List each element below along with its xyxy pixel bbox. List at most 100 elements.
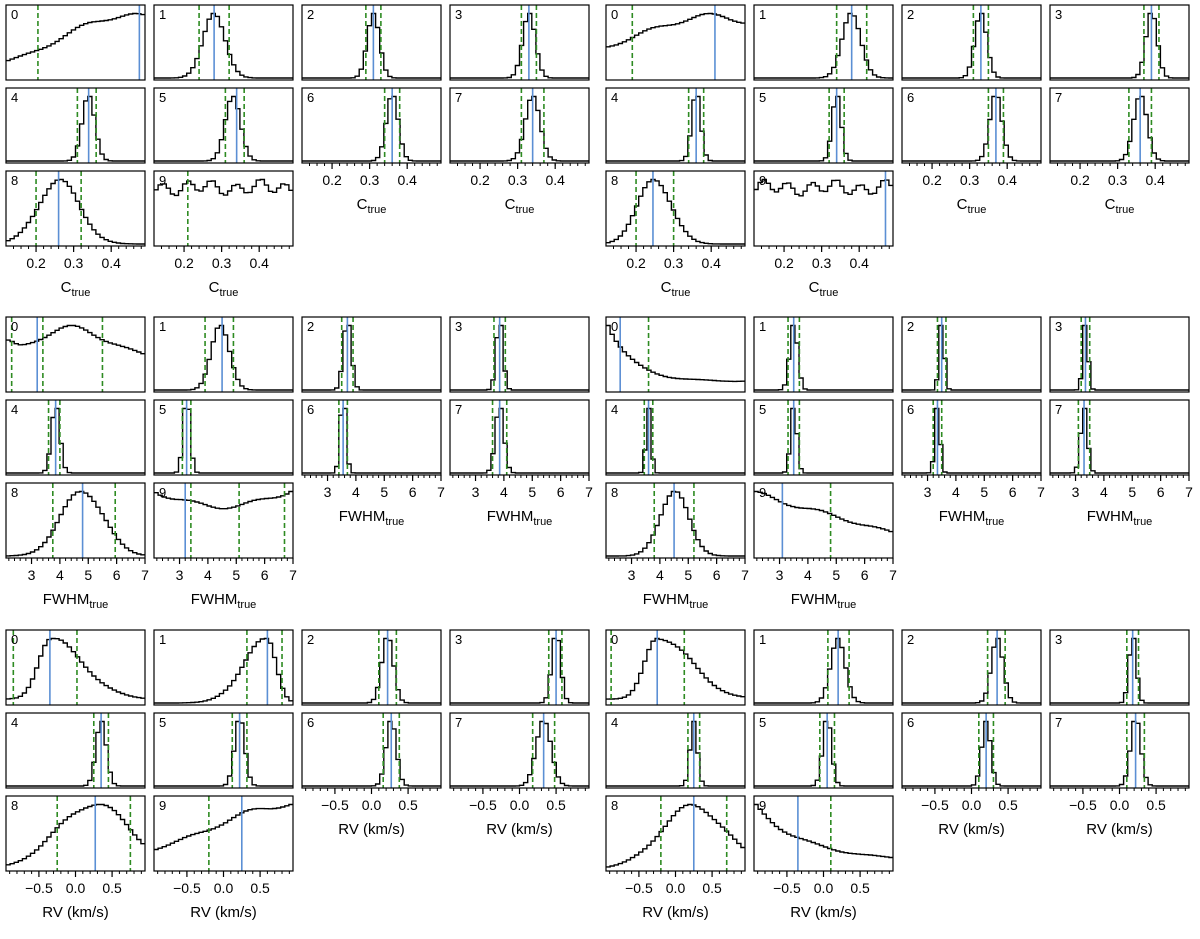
histogram-steps <box>754 407 893 474</box>
axis-label-subscript: true <box>89 599 108 611</box>
histogram-panel: 0 <box>5 629 146 706</box>
histogram-steps <box>450 324 589 391</box>
panel-label: 7 <box>455 715 462 730</box>
panel-label: 7 <box>455 402 462 417</box>
axis-label: RV (km/s) <box>190 904 256 921</box>
tick-label: 6 <box>1157 484 1165 500</box>
tick-label: 7 <box>1037 484 1045 500</box>
histogram-panel: 4 <box>605 87 746 164</box>
axis-label: Ctrue <box>809 279 839 299</box>
tick-label: 0.0 <box>962 797 982 813</box>
histogram-panel: 7 <box>449 399 590 476</box>
panel-label: 2 <box>307 7 314 22</box>
tick-label: 0.0 <box>214 880 234 896</box>
x-axis: 3 4 5 6 7 FWHMtrue <box>156 558 297 611</box>
tick-label: 0.4 <box>249 255 269 271</box>
axis-label: FWHMtrue <box>191 591 257 611</box>
panel-frame <box>301 399 442 476</box>
histogram-steps <box>606 803 745 868</box>
x-axis: 3 4 5 6 7 FWHMtrue <box>8 558 149 611</box>
tick-label: 0.3 <box>360 172 380 188</box>
histogram-steps <box>154 637 293 704</box>
histogram-steps <box>754 803 893 859</box>
panel-label: 3 <box>1055 7 1062 22</box>
x-axis: −0.5 0.0 0.5 RV (km/s) <box>1053 788 1186 838</box>
tick-label: 3 <box>628 567 636 583</box>
histogram-steps <box>154 720 293 787</box>
histogram-panel: 7 <box>449 712 590 789</box>
histogram-panel: 4 <box>605 399 746 476</box>
tick-label: 7 <box>585 484 593 500</box>
x-axis: −0.5 0.0 0.5 RV (km/s) <box>157 871 290 921</box>
tick-label: 0.5 <box>398 797 418 813</box>
panel-label: 3 <box>1055 632 1062 647</box>
panel-frame <box>753 4 894 81</box>
panel-label: 2 <box>907 7 914 22</box>
tick-label: 5 <box>1128 484 1136 500</box>
panel-frame <box>449 399 590 476</box>
tick-label: 0.4 <box>849 255 869 271</box>
panel-label: 1 <box>759 7 766 22</box>
panel-frame <box>5 629 146 706</box>
tick-label: 0.3 <box>212 255 232 271</box>
tick-label: 0.4 <box>101 255 121 271</box>
tick-label: 0.2 <box>322 172 342 188</box>
panel-label: 4 <box>611 90 618 105</box>
histogram-steps <box>606 95 745 162</box>
panel-label: 0 <box>11 632 18 647</box>
panel-frame <box>153 629 294 706</box>
tick-label: 4 <box>804 567 812 583</box>
histogram-steps <box>302 637 441 704</box>
histogram-panel: 3 <box>1049 629 1190 706</box>
tick-label: 5 <box>832 567 840 583</box>
histogram-steps <box>154 324 293 391</box>
panel-label: 5 <box>759 90 766 105</box>
tick-label: 3 <box>324 484 332 500</box>
panel-label: 2 <box>307 319 314 334</box>
histogram-steps <box>902 637 1041 704</box>
histogram-panel: 8 <box>5 482 146 559</box>
tick-label: 0.4 <box>701 255 721 271</box>
tick-label: 6 <box>1009 484 1017 500</box>
histogram-steps <box>902 720 1041 787</box>
x-axis: 3 4 5 6 7 FWHMtrue <box>608 558 749 611</box>
panel-frame <box>153 482 294 559</box>
axis-label: Ctrue <box>957 196 987 216</box>
axis-label-subscript: true <box>671 287 690 299</box>
histogram-panel: 7 <box>1049 712 1190 789</box>
histogram-panel: 7 <box>1049 399 1190 476</box>
histogram-steps <box>606 178 745 245</box>
tick-label: −0.5 <box>625 880 653 896</box>
histogram-panel: 6 <box>901 87 1042 164</box>
histogram-panel: 5 <box>753 712 894 789</box>
tick-label: 5 <box>380 484 388 500</box>
histogram-steps <box>154 490 293 510</box>
panel-label: 1 <box>159 319 166 334</box>
x-axis: −0.5 0.0 0.5 RV (km/s) <box>609 871 742 921</box>
histogram-panel: 0 <box>5 4 146 81</box>
axis-label-subscript: true <box>219 287 238 299</box>
panel-frame <box>301 4 442 81</box>
histogram-panel: 8 <box>5 795 146 872</box>
histogram-steps <box>302 720 441 787</box>
x-axis: −0.5 0.0 0.5 RV (km/s) <box>757 871 890 921</box>
tick-label: 0.0 <box>814 880 834 896</box>
panel-label: 4 <box>11 715 18 730</box>
panel-frame <box>1049 629 1190 706</box>
panel-frame <box>605 170 746 247</box>
histogram-steps <box>6 490 145 557</box>
histogram-panel: 2 <box>301 629 442 706</box>
histogram-panel: 1 <box>153 316 294 393</box>
histogram-panel: 2 <box>301 316 442 393</box>
axis-label: FWHMtrue <box>339 508 405 528</box>
axis-label: Ctrue <box>209 279 239 299</box>
histogram-panel: 5 <box>753 399 894 476</box>
panel-label: 0 <box>611 632 618 647</box>
tick-label: 0.5 <box>546 797 566 813</box>
x-axis: −0.5 0.0 0.5 RV (km/s) <box>453 788 586 838</box>
axis-label-subscript: true <box>689 599 708 611</box>
x-axis: 0.2 0.3 0.4 Ctrue <box>1057 163 1186 216</box>
panel-frame <box>301 87 442 164</box>
panel-frame <box>301 629 442 706</box>
histogram-panel: 7 <box>1049 87 1190 164</box>
